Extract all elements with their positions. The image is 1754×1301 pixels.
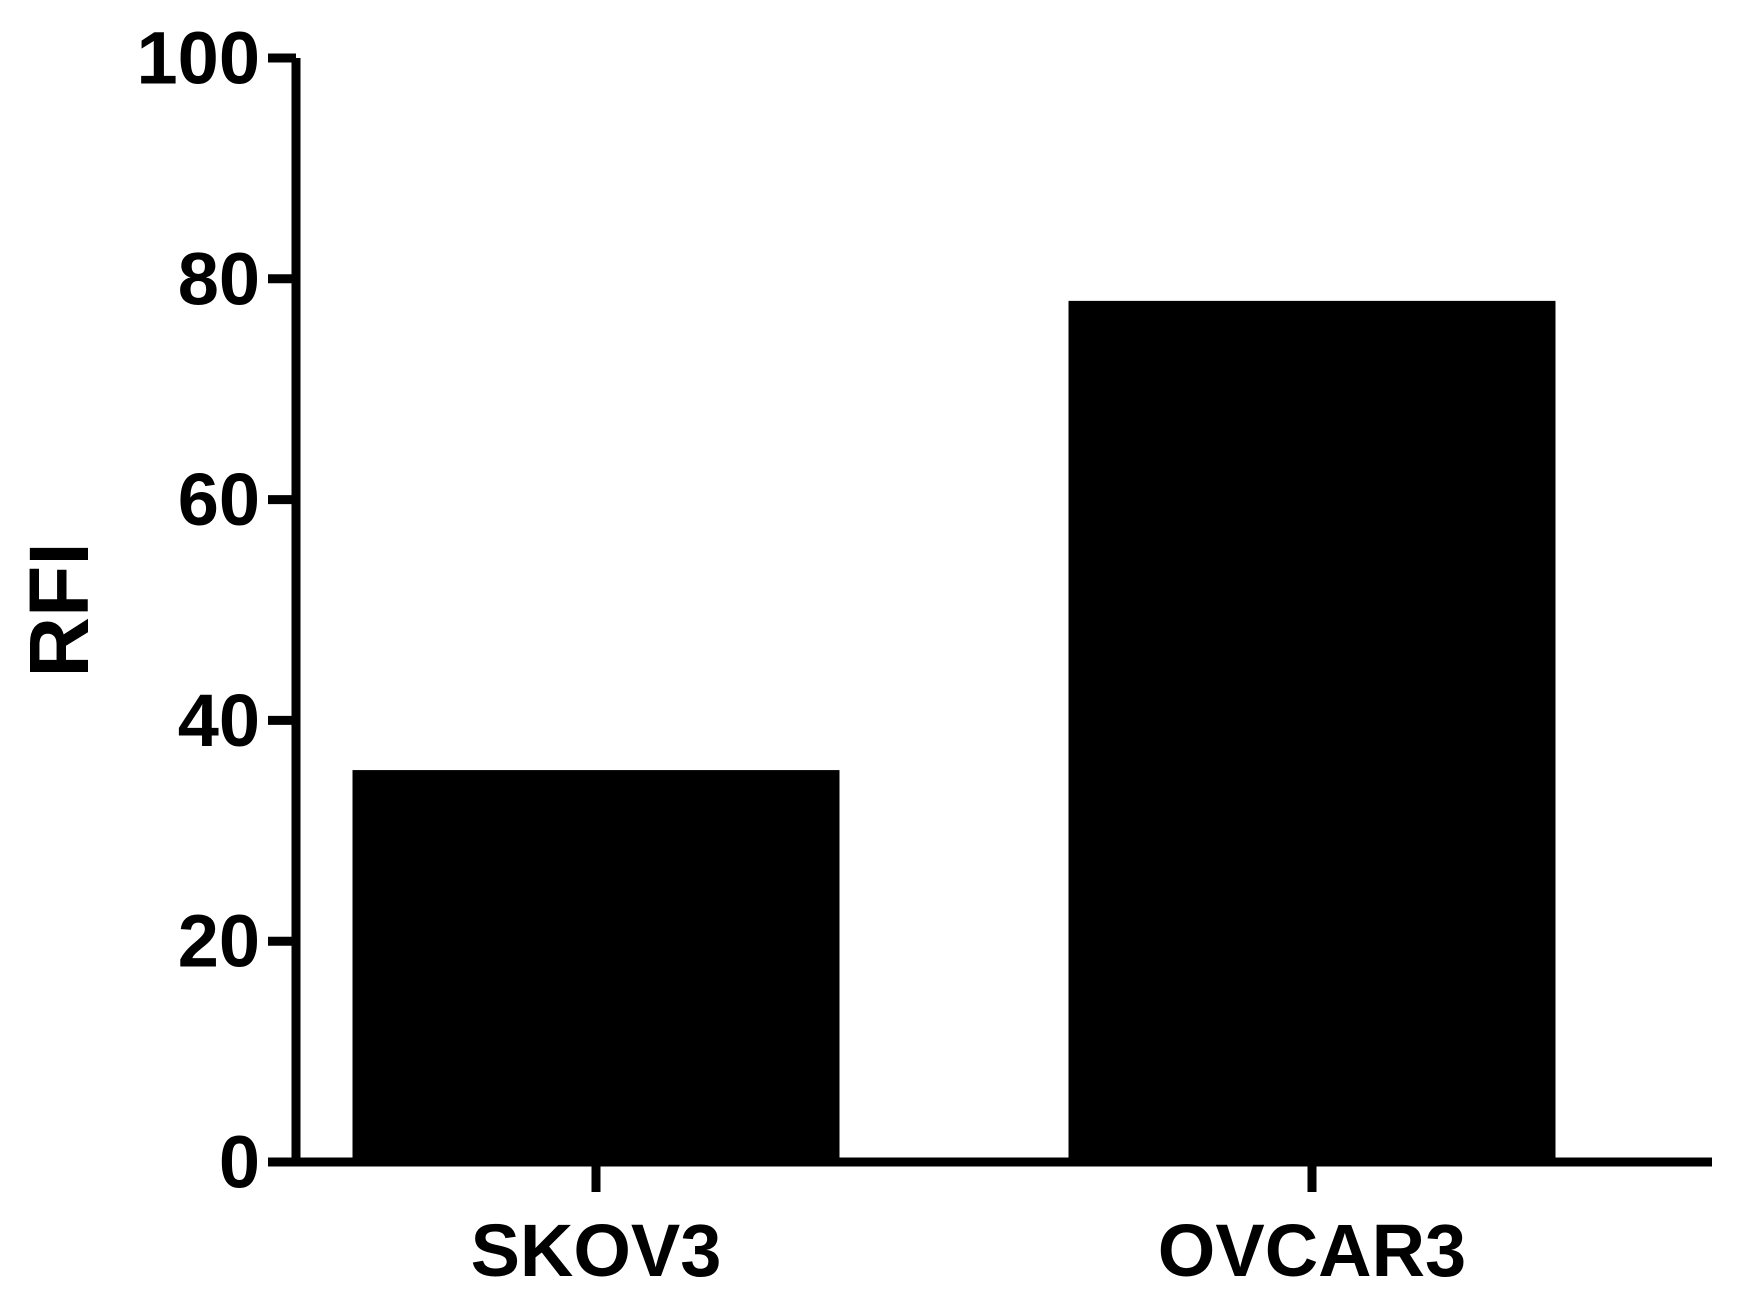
x-tick-label: OVCAR3 <box>1158 1209 1466 1292</box>
y-tick-label: 80 <box>178 237 260 320</box>
y-axis-ticks: 0 20 40 60 80 100 <box>137 17 296 1204</box>
axes <box>291 58 1712 1167</box>
y-tick-label: 20 <box>178 900 260 983</box>
bar-ovcar3 <box>1068 300 1556 1162</box>
y-tick-label: 60 <box>178 458 260 541</box>
y-tick-label: 0 <box>219 1121 260 1204</box>
y-tick-label: 40 <box>178 679 260 762</box>
bar-group <box>352 300 1556 1162</box>
y-tick-label: 100 <box>137 17 260 100</box>
y-axis-title: RFI <box>12 542 106 677</box>
x-tick-label: SKOV3 <box>471 1209 722 1292</box>
x-axis-ticks: SKOV3 OVCAR3 <box>471 1162 1466 1292</box>
bar-skov3 <box>352 770 840 1162</box>
